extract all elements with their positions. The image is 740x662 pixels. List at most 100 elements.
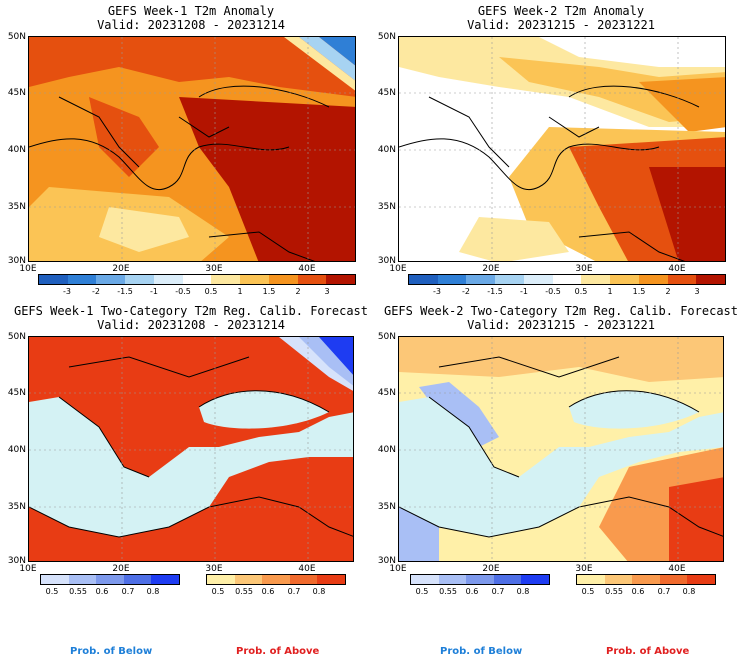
panel-title: GEFS Week-1 Two-Category T2m Reg. Calib.… xyxy=(13,304,368,318)
colorbar-tick: 1.5 xyxy=(262,287,276,296)
colorbar-tick: 0.8 xyxy=(516,587,530,596)
colorbar-tick: 1.5 xyxy=(632,287,646,296)
colorbar-tick: 0.7 xyxy=(491,587,505,596)
colorbar-swatch xyxy=(297,275,327,284)
colorbar-swatch xyxy=(68,575,97,584)
lat-label: 45N xyxy=(7,388,26,398)
colorbar-tick: -0.5 xyxy=(175,287,191,296)
colorbar-swatch xyxy=(262,575,290,584)
colorbar-swatch xyxy=(437,275,467,284)
colorbar-swatch xyxy=(409,275,438,284)
colorbar-swatch xyxy=(577,575,605,584)
colorbar-swatch xyxy=(317,575,345,584)
colorbar-tick: 0.55 xyxy=(605,587,623,596)
lat-label: 30N xyxy=(377,256,396,266)
week2-anomaly-panel: GEFS Week-2 T2m Anomaly Valid: 20231215 … xyxy=(370,0,740,300)
colorbar-tick: 0.6 xyxy=(631,587,645,596)
colorbar-tick: 0.55 xyxy=(69,587,87,596)
panel-title: GEFS Week-2 Two-Category T2m Reg. Calib.… xyxy=(383,304,738,318)
colorbar-swatch xyxy=(466,275,496,284)
colorbar-tick: 2 xyxy=(295,287,301,296)
colorbar-tick: 0.5 xyxy=(581,587,595,596)
week1-anomaly-map xyxy=(28,36,356,262)
colorbar-swatch xyxy=(493,575,522,584)
colorbar-swatch xyxy=(182,275,212,284)
colorbar-tick: 0.6 xyxy=(261,587,275,596)
lat-label: 30N xyxy=(377,556,396,566)
colorbar-swatch xyxy=(610,275,639,284)
colorbar-swatch xyxy=(632,575,660,584)
week1-prob-panel: GEFS Week-1 Two-Category T2m Reg. Calib.… xyxy=(0,300,370,662)
colorbar-swatch xyxy=(67,275,97,284)
prob-above-label: Prob. of Above xyxy=(606,646,690,657)
lon-label: 20E xyxy=(112,264,130,274)
colorbar-tick: 0.6 xyxy=(95,587,109,596)
colorbar-swatch xyxy=(495,275,524,284)
panel-title: GEFS Week-1 T2m Anomaly xyxy=(107,4,275,18)
colorbar-tick: -2 xyxy=(462,287,470,296)
colorbar-tick: 0.7 xyxy=(121,587,135,596)
above-colorbar xyxy=(576,574,716,585)
colorbar-tick: -3 xyxy=(433,287,441,296)
colorbar-swatch xyxy=(268,275,298,284)
colorbar-tick: -1 xyxy=(150,287,158,296)
lon-label: 10E xyxy=(19,264,37,274)
lat-label: 45N xyxy=(377,88,396,98)
lat-label: 40N xyxy=(7,445,26,455)
panel-valid-date: Valid: 20231208 - 20231214 xyxy=(97,318,285,332)
colorbar-swatch xyxy=(96,275,126,284)
lat-label: 35N xyxy=(377,202,396,212)
week2-anomaly-map xyxy=(398,36,726,262)
below-colorbar xyxy=(410,574,550,585)
below-colorbar xyxy=(40,574,180,585)
lon-label: 10E xyxy=(389,264,407,274)
colorbar-swatch xyxy=(39,275,68,284)
prob-below-label: Prob. of Below xyxy=(70,646,153,657)
lat-label: 50N xyxy=(377,332,396,342)
colorbar-tick: 1 xyxy=(607,287,613,296)
colorbar-swatch xyxy=(523,275,553,284)
lat-label: 40N xyxy=(377,145,396,155)
colorbar-tick: 0.55 xyxy=(235,587,253,596)
colorbar-swatch xyxy=(151,575,179,584)
colorbar-swatch xyxy=(659,575,688,584)
colorbar-swatch xyxy=(207,575,235,584)
colorbar-tick: -3 xyxy=(63,287,71,296)
colorbar-tick: 0.5 xyxy=(415,587,429,596)
colorbar-swatch xyxy=(211,275,241,284)
colorbar-tick: 2 xyxy=(665,287,671,296)
lon-label: 30E xyxy=(575,264,593,274)
colorbar-swatch xyxy=(326,275,356,284)
lon-label: 40E xyxy=(298,564,316,574)
colorbar-swatch xyxy=(96,575,124,584)
colorbar-tick: 0.5 xyxy=(211,587,225,596)
lat-label: 50N xyxy=(377,32,396,42)
lon-label: 30E xyxy=(205,264,223,274)
colorbar-tick: 0.8 xyxy=(682,587,696,596)
lon-label: 20E xyxy=(112,564,130,574)
week1-anomaly-panel: GEFS Week-1 T2m Anomaly Valid: 20231208 … xyxy=(0,0,370,300)
colorbar-swatch xyxy=(466,575,494,584)
lat-label: 35N xyxy=(7,502,26,512)
anomaly-colorbar xyxy=(408,274,726,285)
week2-prob-panel: GEFS Week-2 Two-Category T2m Reg. Calib.… xyxy=(370,300,740,662)
colorbar-swatch xyxy=(153,275,183,284)
colorbar-tick: -0.5 xyxy=(545,287,561,296)
colorbar-swatch xyxy=(123,575,152,584)
colorbar-swatch xyxy=(638,275,668,284)
colorbar-swatch xyxy=(696,275,726,284)
colorbar-tick: 1 xyxy=(237,287,243,296)
colorbar-swatch xyxy=(521,575,549,584)
lat-label: 35N xyxy=(377,502,396,512)
above-colorbar xyxy=(206,574,346,585)
lat-label: 35N xyxy=(7,202,26,212)
lon-label: 10E xyxy=(389,564,407,574)
lon-label: 20E xyxy=(482,564,500,574)
colorbar-tick: 0.8 xyxy=(312,587,326,596)
lon-label: 40E xyxy=(668,264,686,274)
lat-label: 50N xyxy=(7,332,26,342)
colorbar-tick: -1.5 xyxy=(117,287,133,296)
week1-prob-map xyxy=(28,336,354,562)
colorbar-swatch xyxy=(411,575,439,584)
lat-label: 30N xyxy=(7,556,26,566)
